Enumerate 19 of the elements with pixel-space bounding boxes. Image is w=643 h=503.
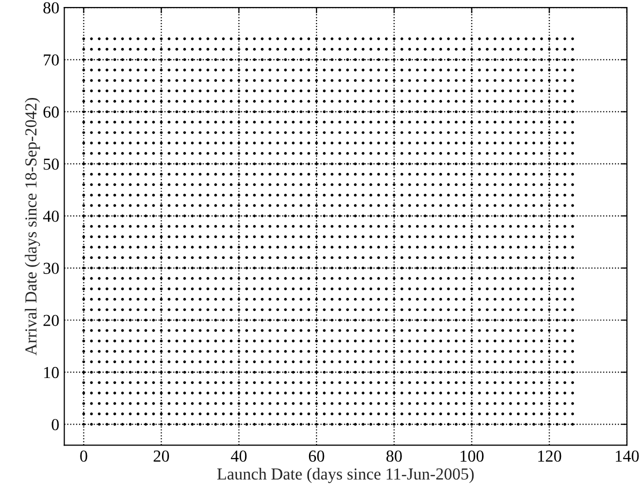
y-tick-label: 40 (43, 210, 59, 222)
y-tick-label: 60 (43, 106, 59, 118)
y-tick-label: 20 (44, 314, 59, 326)
y-axis-title: Arrival Date (days since 18-Sep-2042) (24, 98, 40, 356)
x-tick-label: 20 (154, 450, 169, 462)
y-tick-label: 0 (52, 419, 59, 430)
x-tick-label: 60 (308, 450, 324, 462)
y-tick-label: 30 (44, 262, 59, 274)
y-tick-label: 10 (44, 366, 59, 378)
x-tick-label: 140 (616, 450, 639, 462)
x-tick-label: 40 (230, 450, 247, 462)
x-tick-label: 100 (460, 450, 484, 462)
x-tick-label: 80 (386, 450, 402, 462)
y-tick-label: 50 (44, 158, 59, 170)
y-tick-label: 80 (43, 2, 59, 14)
y-tick-label: 70 (44, 54, 59, 66)
x-tick-label: 120 (538, 450, 562, 462)
x-tick-label: 0 (80, 450, 88, 462)
x-axis-title: Launch Date (days since 11-Jun-2005) (217, 468, 474, 484)
